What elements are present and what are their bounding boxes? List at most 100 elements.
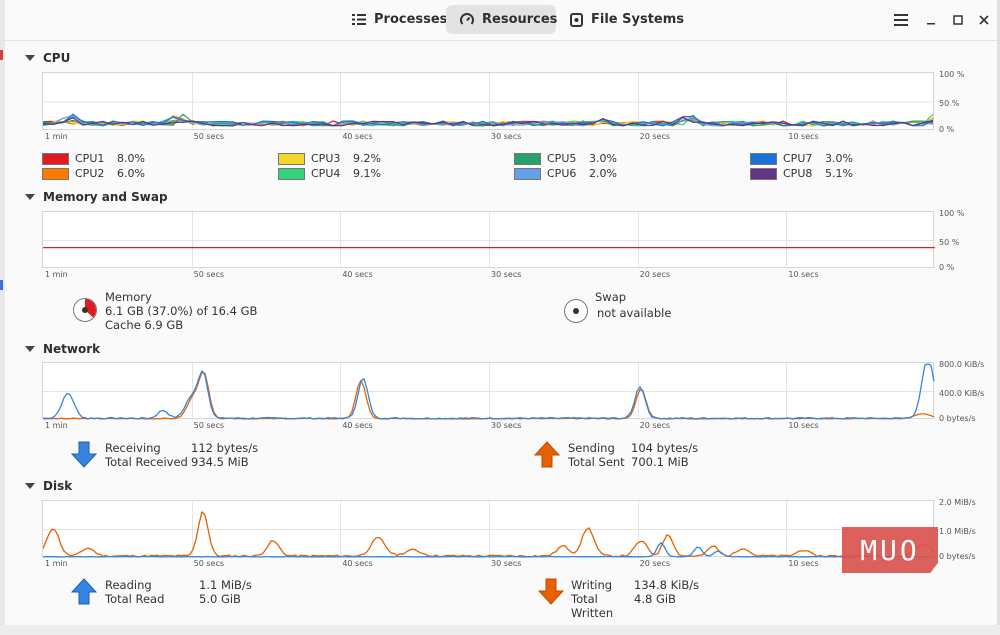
total-written-value: 4.8 GiB: [634, 592, 676, 606]
tab-label: Processes: [374, 12, 448, 27]
time-axis-label: 40 secs: [342, 270, 373, 279]
time-axis-label: 1 min: [45, 270, 68, 279]
section-title: Disk: [43, 479, 73, 493]
time-axis-label: 1 min: [45, 421, 68, 430]
total-sent-value: 700.1 MiB: [631, 455, 689, 469]
time-axis-label: 50 secs: [193, 559, 225, 568]
time-axis-label: 1 min: [45, 132, 68, 141]
total-received-label: Total Received: [105, 455, 188, 469]
graph-grid: [43, 73, 935, 131]
time-axis-label: 40 secs: [342, 559, 373, 568]
time-axis-label: 10 secs: [788, 270, 819, 279]
background-window-edge: [0, 0, 5, 635]
color-swatch[interactable]: [750, 167, 777, 180]
system-monitor-window: Processes Resources File Systems: [5, 0, 997, 625]
color-swatch[interactable]: [514, 152, 541, 165]
memory-section-header[interactable]: Memory and Swap: [25, 188, 168, 206]
color-swatch[interactable]: [278, 152, 305, 165]
section-title: Memory and Swap: [43, 190, 168, 204]
writing-info: Writing 134.8 KiB/s Total Written 4.8 GiB: [571, 578, 699, 620]
network-history-graph: [42, 362, 935, 420]
sending-label: Sending: [568, 441, 615, 455]
cpu-legend-item[interactable]: CPU3 9.2%: [278, 152, 381, 165]
network-receiving-line: [43, 363, 935, 420]
time-axis-label: 40 secs: [342, 421, 373, 430]
tab-processes[interactable]: Processes: [338, 5, 461, 34]
disk-section-header[interactable]: Disk: [25, 477, 72, 495]
color-swatch[interactable]: [750, 152, 777, 165]
memory-pie-wedge: [85, 299, 97, 318]
color-swatch[interactable]: [42, 152, 69, 165]
sending-info: Sending 104 bytes/s Total Sent 700.1 MiB: [568, 441, 698, 469]
reading-value: 1.1 MiB/s: [199, 578, 252, 592]
cpu-name: CPU4: [311, 167, 341, 180]
cpu-usage-value: 3.0%: [589, 152, 617, 165]
close-button[interactable]: [974, 10, 994, 30]
color-swatch[interactable]: [278, 167, 305, 180]
cpu-legend-item[interactable]: CPU6 2.0%: [514, 167, 617, 180]
time-axis-label: 20 secs: [639, 421, 671, 430]
network-section-header[interactable]: Network: [25, 340, 100, 358]
cpu-name: CPU2: [75, 167, 105, 180]
resources-gauge-icon: [460, 12, 474, 27]
background-accent-mark: [0, 50, 3, 60]
cpu-usage-value: 2.0%: [589, 167, 617, 180]
reading-arrow-icon: [70, 578, 98, 609]
receiving-value: 112 bytes/s: [191, 441, 259, 455]
cpu-legend-item[interactable]: CPU4 9.1%: [278, 167, 381, 180]
time-axis-label: 20 secs: [639, 559, 671, 568]
collapse-arrow-icon: [25, 55, 35, 61]
time-axis-label: 20 secs: [639, 132, 671, 141]
minimize-button[interactable]: [921, 10, 941, 30]
swap-pie-icon[interactable]: [563, 298, 589, 324]
cpu-legend-item[interactable]: CPU5 3.0%: [514, 152, 617, 165]
y-axis-label: 0 bytes/s: [939, 414, 976, 423]
color-swatch[interactable]: [514, 167, 541, 180]
cpu-legend-item[interactable]: CPU1 8.0%: [42, 152, 145, 165]
y-axis-label: 100 %: [939, 209, 965, 218]
collapse-arrow-icon: [25, 483, 35, 489]
maximize-icon: [953, 15, 963, 25]
memory-history-graph: [42, 211, 935, 269]
main-menu-button[interactable]: [891, 10, 911, 30]
disk-reading-line: [43, 542, 935, 558]
y-axis-label: 100 %: [939, 70, 965, 79]
cpu-usage-value: 3.0%: [825, 152, 853, 165]
y-axis-label: 0 %: [939, 125, 955, 134]
cpu-history-graph: [42, 72, 935, 131]
receiving-info: Receiving 112 bytes/s Total Received 934.5…: [105, 441, 258, 469]
background-window-edge: [997, 0, 1000, 635]
cpu-legend-item[interactable]: CPU8 5.1%: [750, 167, 853, 180]
total-read-value: 5.0 GiB: [199, 592, 241, 606]
y-axis-label: 0 bytes/s: [939, 552, 976, 561]
time-axis-label: 1 min: [45, 559, 68, 568]
processes-icon: [352, 13, 366, 26]
time-axis-label: 10 secs: [788, 559, 819, 568]
file-systems-icon: [570, 12, 583, 27]
time-axis-label: 10 secs: [788, 132, 819, 141]
y-axis-label: 400.0 KiB/s: [939, 388, 985, 398]
tab-resources[interactable]: Resources: [446, 5, 557, 34]
header-bar: Processes Resources File Systems: [5, 0, 997, 41]
cpu-name: CPU6: [547, 167, 577, 180]
tab-file-systems[interactable]: File Systems: [556, 5, 698, 34]
section-title: Network: [43, 342, 101, 356]
collapse-arrow-icon: [25, 346, 35, 352]
tab-label: File Systems: [591, 12, 685, 27]
cpu-legend-item[interactable]: CPU7 3.0%: [750, 152, 853, 165]
color-swatch[interactable]: [42, 167, 69, 180]
disk-writing-line: [43, 511, 935, 558]
cpu-legend-item[interactable]: CPU2 6.0%: [42, 167, 145, 180]
memory-pie-icon[interactable]: [72, 297, 98, 323]
receiving-arrow-icon: [70, 441, 98, 472]
writing-arrow-icon: [537, 578, 565, 609]
close-icon: [979, 15, 989, 25]
time-axis-label: 20 secs: [639, 270, 671, 279]
total-received-value: 934.5 MiB: [191, 455, 249, 469]
cpu-name: CPU3: [311, 152, 341, 165]
maximize-button[interactable]: [948, 10, 968, 30]
cpu-section-header[interactable]: CPU: [25, 49, 70, 67]
reading-label: Reading: [105, 578, 152, 592]
swap-status: not available: [597, 306, 672, 320]
cpu-usage-value: 9.2%: [353, 152, 381, 165]
